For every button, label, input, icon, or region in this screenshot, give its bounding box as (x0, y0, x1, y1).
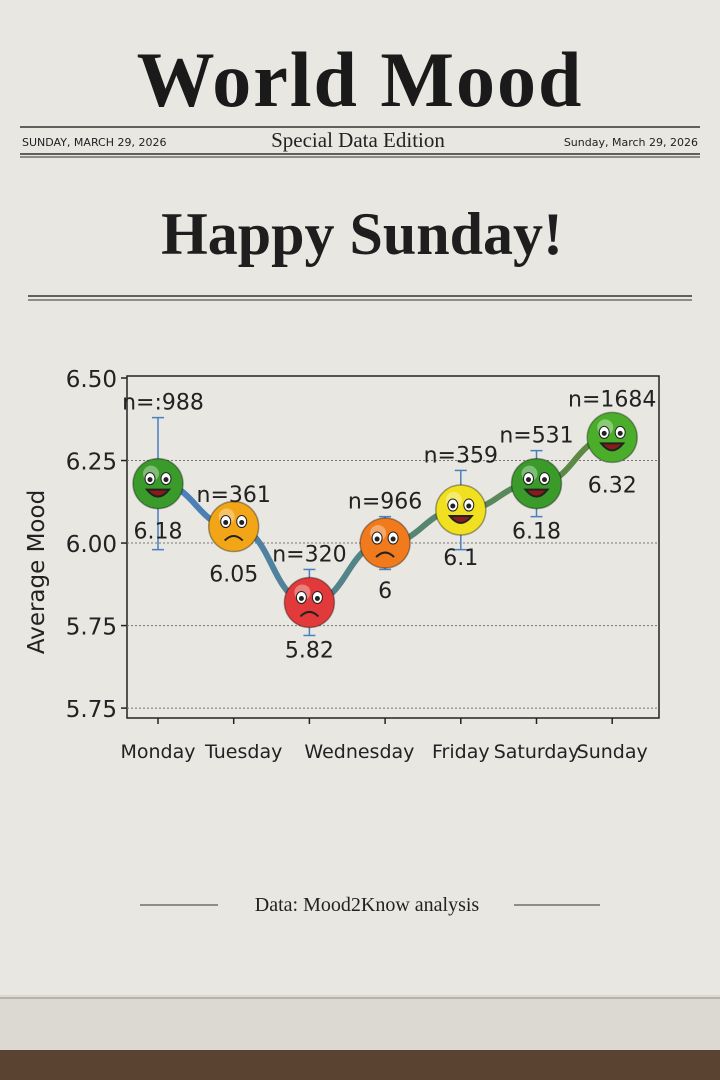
pupil (466, 503, 472, 509)
table (0, 1050, 720, 1080)
pupil (374, 536, 380, 542)
date-left: SUNDAY, MARCH 29, 2026 (22, 136, 166, 149)
marker (132, 457, 184, 510)
pupil (526, 477, 531, 483)
mouth (299, 610, 320, 618)
mouth (144, 488, 172, 498)
value-label: 6.18 (134, 520, 183, 545)
pupil (147, 477, 153, 483)
y-tick-label: 6.50 (66, 367, 117, 393)
y-tick-label: 5.75 (66, 615, 117, 641)
pupil (617, 430, 623, 436)
sample-size-label: n=361 (197, 483, 271, 508)
edition: Special Data Edition (271, 128, 445, 152)
marker (283, 576, 336, 629)
mouth (223, 535, 244, 542)
pupil (450, 503, 456, 509)
value-label: 6.05 (209, 563, 258, 588)
pupil (163, 477, 169, 483)
marker (207, 500, 260, 553)
x-tick-label: Monday (120, 741, 195, 763)
pupil (314, 595, 320, 601)
y-axis-label: Average Mood (24, 490, 50, 654)
paper-stack (0, 995, 720, 1050)
y-tick-label: 6.00 (66, 532, 117, 558)
pupil (390, 536, 396, 542)
date-right: Sunday, March 29, 2026 (564, 136, 698, 149)
x-tick-label: Saturday (494, 741, 580, 763)
headline: Happy Sunday! (161, 201, 563, 267)
value-label: 6.32 (588, 473, 637, 498)
sample-size-label: n=:988 (122, 391, 204, 416)
pupil (239, 520, 245, 526)
mouth (375, 551, 395, 558)
value-label: 6.18 (512, 520, 561, 545)
value-label: 6.1 (443, 546, 478, 571)
pupil (601, 430, 607, 436)
marker (586, 411, 638, 464)
mouth (447, 515, 474, 525)
x-tick-label: Tuesday (204, 741, 282, 763)
y-tick-label: 5.75 (66, 697, 117, 723)
x-tick-label: Wednesday (304, 741, 414, 763)
marker (435, 484, 487, 536)
sample-size-label: n=359 (424, 443, 498, 468)
marker (510, 457, 563, 510)
chart: 6.50 6.25 6.00 5.75 5.75 6.18 n=:988 Monday 6.05… (66, 367, 659, 763)
x-tick-label: Sunday (577, 741, 648, 763)
value-label: 6 (378, 579, 392, 604)
pupil (223, 520, 229, 526)
y-tick-label: 6.25 (66, 450, 117, 476)
marker (359, 517, 411, 569)
mouth (599, 442, 626, 452)
sample-size-label: n=1684 (568, 387, 656, 412)
value-label: 5.82 (285, 638, 334, 663)
sample-size-label: n=320 (272, 542, 346, 567)
footer: Data: Mood2Know analysis (255, 894, 480, 916)
plot-frame (126, 375, 660, 719)
x-tick-label: Friday (432, 741, 490, 763)
mouth (523, 488, 550, 498)
sample-size-label: n=531 (499, 424, 573, 449)
pupil (298, 595, 304, 601)
masthead-title: World Mood (137, 36, 584, 123)
pupil (542, 477, 547, 483)
sample-size-label: n=966 (348, 490, 422, 515)
